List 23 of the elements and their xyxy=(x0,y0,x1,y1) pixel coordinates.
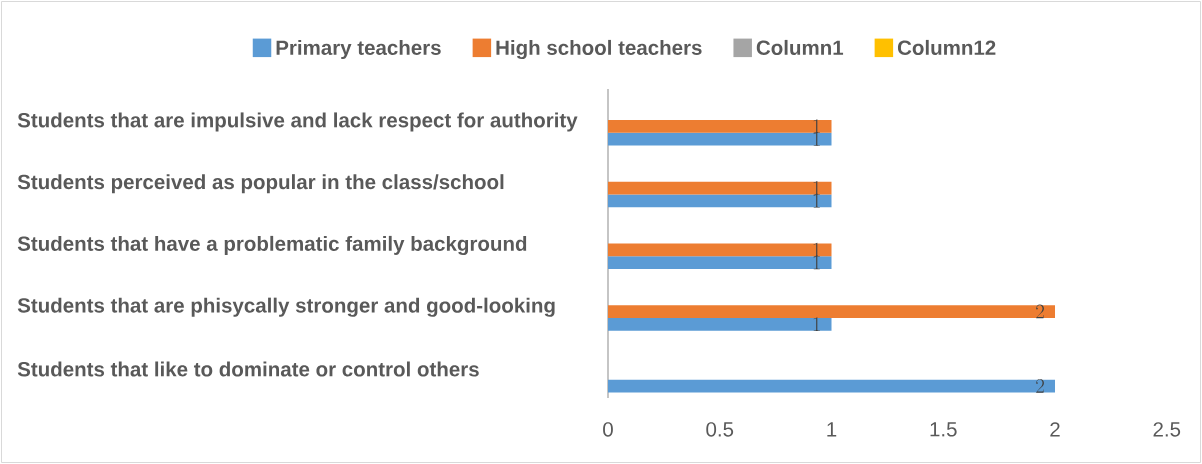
legend-label: Column1 xyxy=(756,39,844,55)
x-tick-label: 2 xyxy=(1050,422,1060,437)
x-tick-label: 0.5 xyxy=(706,422,734,437)
data-label: 2 xyxy=(1036,304,1044,319)
data-label: 1 xyxy=(813,181,820,195)
y-tick-label: Students perceived as popular in the class/school xyxy=(17,174,504,194)
legend-label: High school teachers xyxy=(496,39,702,60)
legend-label: Primary teachers xyxy=(276,39,441,60)
y-tick-label: Students that are phisycally stronger and good-looking xyxy=(17,297,555,317)
data-label: 2 xyxy=(1036,379,1044,393)
x-tick-label: 1 xyxy=(827,422,837,437)
data-label: 1 xyxy=(813,255,820,270)
y-tick-label: Students that have a problematic family background xyxy=(17,235,527,256)
data-label: 1 xyxy=(813,193,820,208)
data-label: 1 xyxy=(813,317,820,331)
data-label: 1 xyxy=(813,242,820,257)
legend-label: Column12 xyxy=(897,39,996,55)
y-tick-label: Students that like to dominate or control others xyxy=(17,361,479,377)
data-label: 1 xyxy=(813,119,820,133)
x-tick-label: 1.5 xyxy=(930,422,957,437)
y-tick-label: Students that are impulsive and lack respect for authority xyxy=(17,112,578,132)
x-tick-label: 2.5 xyxy=(1153,422,1181,437)
x-tick-label: 0 xyxy=(603,422,613,437)
